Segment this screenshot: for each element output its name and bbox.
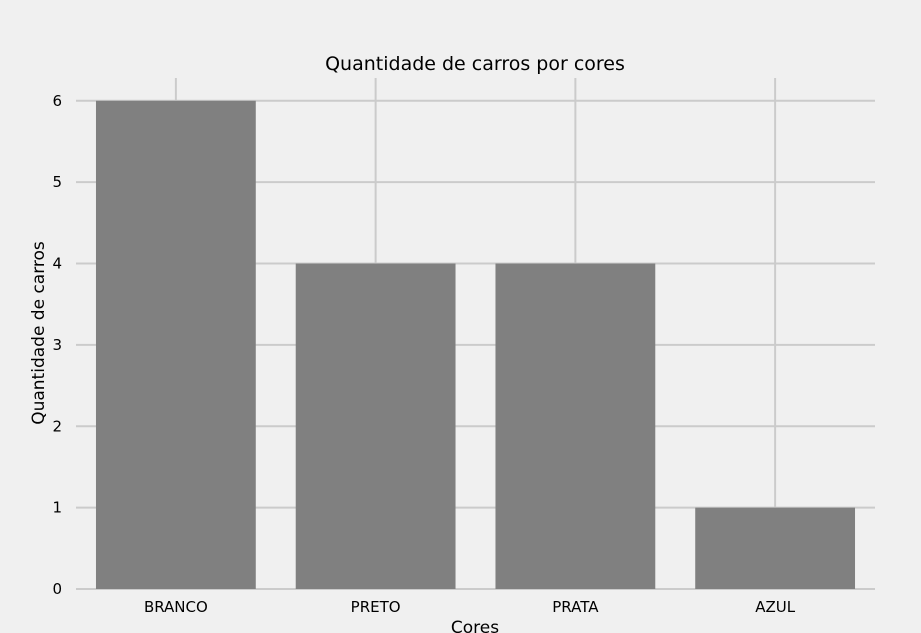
x-axis-label: Cores (451, 618, 499, 633)
y-tick-label: 3 (52, 336, 62, 354)
x-tick-label: AZUL (755, 598, 796, 616)
x-tick-labels: BRANCO PRETO PRATA AZUL (144, 598, 796, 616)
y-tick-label: 5 (52, 173, 62, 191)
y-tick-labels: 0 1 2 3 4 5 6 (52, 92, 62, 598)
y-tick-label: 6 (52, 92, 62, 110)
bar-branco (95, 100, 256, 589)
y-tick-label: 2 (52, 417, 62, 435)
y-tick-label: 1 (52, 499, 62, 517)
y-tick-label: 0 (52, 580, 62, 598)
x-tick-label: BRANCO (144, 598, 208, 616)
bar-azul (695, 507, 856, 589)
y-axis-label: Quantidade de carros (29, 241, 49, 425)
x-tick-label: PRETO (351, 598, 401, 616)
chart-title: Quantidade de carros por cores (325, 53, 625, 75)
x-tick-label: PRATA (552, 598, 599, 616)
bars (95, 100, 856, 589)
bar-preto (295, 263, 456, 589)
bar-prata (495, 263, 656, 589)
y-tick-label: 4 (52, 255, 62, 273)
